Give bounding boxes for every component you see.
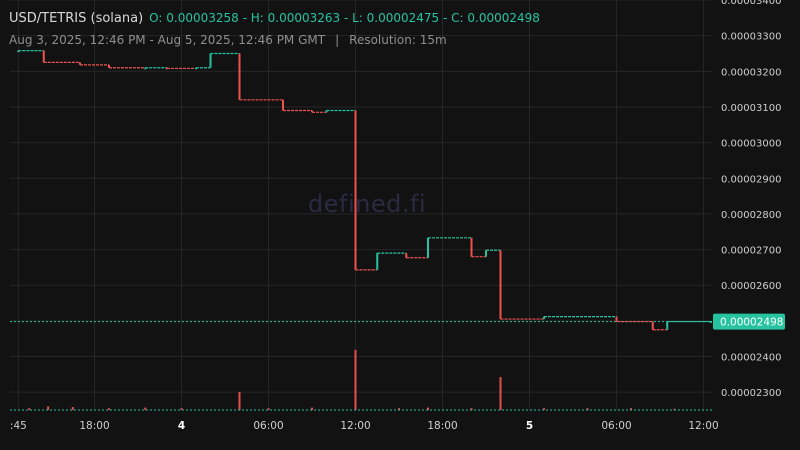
volume-bar [71,407,74,410]
volume-bar [630,408,632,410]
candle-body [79,62,81,65]
candle-body [195,67,197,70]
y-tick-label: 0.00003200 [721,67,781,78]
y-tick-label: 0.00003300 [721,32,781,43]
candle-body [485,250,487,257]
candle-body [709,321,712,324]
candle-body [499,250,502,320]
ohlc-readout: O: 0.00003258 - H: 0.00003263 - L: 0.000… [149,11,540,25]
x-tick-label: 12:00 [688,420,718,432]
volume-bar [28,408,31,410]
candle-body [238,53,241,100]
y-tick-label: 0.00002700 [721,246,781,257]
watermark: defined.fi [308,190,427,218]
candle-body [427,237,429,258]
candle-body [405,253,408,258]
volume-bar [427,407,429,410]
y-tick-label: 0.00002900 [721,174,781,185]
y-tick-label: 0.00002400 [721,353,781,364]
x-tick-label: 06:00 [601,420,631,432]
volume-bar [108,408,110,410]
candle-body [666,321,669,330]
volume-bar [238,392,241,410]
volume-bar [144,407,147,410]
x-tick-label: 18:00 [427,420,457,432]
date-range: Aug 3, 2025, 12:46 PM - Aug 5, 2025, 12:… [9,33,326,47]
last-price-tag [713,313,785,330]
volume-bar [354,350,357,410]
resolution-label: Resolution: 15m [349,33,447,47]
candle-body [209,53,212,68]
candle-body [17,50,20,53]
volume-bar [180,408,183,410]
x-tick-label: 4 [178,420,185,432]
volume-bar [311,407,313,410]
candle-body [354,110,357,270]
candle-body [282,99,284,111]
volume-bar [586,408,589,410]
chart-header: USD/TETRIS (solana) O: 0.00003258 - H: 0.… [9,11,540,26]
volume-bar [47,406,50,410]
chart-subheader: Aug 3, 2025, 12:46 PM - Aug 5, 2025, 12:… [9,33,447,47]
candle-body [543,316,545,320]
candle-body [144,67,147,70]
volume-bar [398,408,400,410]
y-tick-label: 0.00003000 [721,139,781,150]
candle-body [470,237,473,257]
candle-body [615,316,618,322]
x-tick-label: 06:00 [253,420,283,432]
candle-body [108,64,110,68]
x-tick-label: 12:00 [340,420,370,432]
pair-name: USD/TETRIS (solana) [9,11,144,26]
candle-body [42,50,45,63]
volume-bar [673,408,676,410]
candle-body [376,253,379,270]
volume-bar [499,377,502,410]
volume-bar [267,408,270,410]
y-tick-label: 0.00003400 [721,0,781,7]
x-tick-label: 18:00 [79,420,109,432]
candle-body [651,321,654,330]
candle-body [311,110,313,113]
separator: | [335,33,340,47]
y-tick-label: 0.00002800 [721,210,781,221]
volume-bar [470,408,473,410]
y-tick-label: 0.00003100 [721,103,781,114]
volume-bar [543,408,545,410]
x-tick-label: 5 [526,420,533,432]
x-tick-label: :45 [10,420,27,432]
y-tick-label: 0.00002600 [721,281,781,292]
last-price-label: 0.00002498 [720,317,783,329]
candle-body [325,110,328,113]
y-tick-label: 0.00002300 [721,388,781,399]
